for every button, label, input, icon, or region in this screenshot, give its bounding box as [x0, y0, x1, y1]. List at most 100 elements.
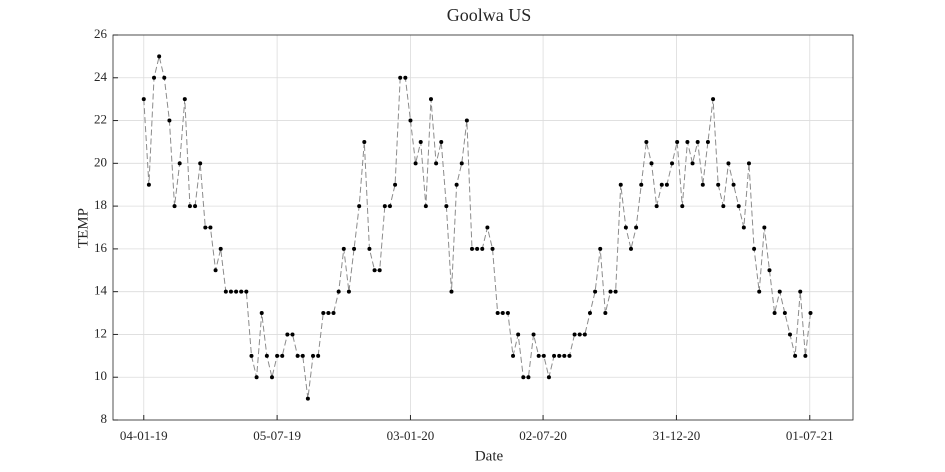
data-point [670, 161, 675, 166]
data-point [634, 225, 639, 230]
data-point [664, 182, 669, 187]
data-point [557, 353, 562, 358]
data-point [577, 332, 582, 337]
data-point [408, 118, 413, 123]
data-point [654, 204, 659, 209]
data-point [680, 204, 685, 209]
data-point [300, 353, 305, 358]
data-point [690, 161, 695, 166]
data-point [393, 182, 398, 187]
data-point [157, 54, 162, 59]
data-point [423, 204, 428, 209]
data-point [454, 182, 459, 187]
y-tick-label: 12 [94, 325, 107, 340]
data-point [531, 332, 536, 337]
data-point [593, 289, 598, 294]
data-point [741, 225, 746, 230]
data-point [787, 332, 792, 337]
data-point [352, 246, 357, 251]
data-point [218, 246, 223, 251]
data-point [259, 311, 264, 316]
data-point [428, 97, 433, 102]
data-point [598, 246, 603, 251]
data-point [311, 353, 316, 358]
data-point [367, 246, 372, 251]
data-point [587, 311, 592, 316]
data-point [439, 139, 444, 144]
data-point [470, 246, 475, 251]
data-point [623, 225, 628, 230]
data-point [629, 246, 633, 251]
data-point [459, 161, 464, 166]
data-point [372, 268, 377, 273]
data-point [603, 311, 608, 316]
data-point [382, 204, 387, 209]
data-point [172, 204, 177, 209]
data-point [731, 182, 736, 187]
data-point [269, 375, 274, 380]
data-point [187, 204, 192, 209]
data-point [480, 246, 485, 251]
data-point [316, 353, 321, 358]
x-tick-label: 02-07-20 [519, 428, 567, 443]
y-tick-label: 22 [94, 112, 107, 127]
x-axis-label: Date [475, 448, 504, 464]
data-point [208, 225, 213, 230]
data-point [264, 353, 269, 358]
data-point [249, 353, 254, 358]
data-point [362, 139, 367, 144]
data-point [449, 289, 454, 294]
y-tick-label: 14 [94, 283, 108, 298]
data-point [331, 311, 336, 316]
y-axis-label: TEMP [75, 208, 91, 248]
data-point [244, 289, 249, 294]
data-point [613, 289, 618, 294]
y-tick-label: 18 [94, 197, 107, 212]
data-point [377, 268, 382, 273]
data-point [223, 289, 228, 294]
x-tick-label: 04-01-19 [120, 428, 168, 443]
data-point [167, 118, 172, 123]
data-point [777, 289, 782, 294]
data-point [757, 289, 762, 294]
data-point [767, 268, 772, 273]
data-point [793, 353, 798, 358]
data-point [198, 161, 203, 166]
data-point [521, 375, 526, 380]
data-point [152, 75, 157, 80]
x-tick-label: 31-12-20 [653, 428, 701, 443]
data-point [413, 161, 418, 166]
data-point [685, 139, 690, 144]
y-tick-label: 20 [94, 154, 107, 169]
data-point [526, 375, 531, 380]
data-point [285, 332, 290, 337]
plot-frame [112, 34, 854, 421]
data-point [444, 204, 449, 209]
data-point [582, 332, 587, 337]
data-point [762, 225, 767, 230]
data-point [639, 182, 644, 187]
data-point [716, 182, 721, 187]
data-point [193, 204, 198, 209]
data-point [546, 375, 551, 380]
data-point [803, 353, 808, 358]
data-point [772, 311, 777, 316]
data-point [346, 289, 351, 294]
data-point [711, 97, 716, 102]
y-tick-label: 16 [94, 240, 108, 255]
data-point [511, 353, 516, 358]
data-point [336, 289, 341, 294]
data-point [736, 204, 741, 209]
data-point [213, 268, 218, 273]
data-point [552, 353, 557, 358]
data-point [705, 139, 710, 144]
data-point [146, 182, 151, 187]
y-tick-label: 26 [94, 26, 108, 41]
y-tick-label: 8 [101, 411, 108, 426]
data-point [305, 396, 310, 401]
data-point [464, 118, 469, 123]
x-tick-label: 01-07-21 [786, 428, 834, 443]
data-point [177, 161, 182, 166]
